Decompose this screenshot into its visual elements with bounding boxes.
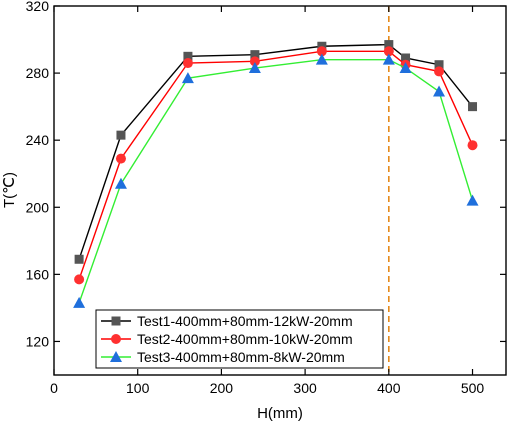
data-point xyxy=(384,40,394,50)
series-2 xyxy=(74,46,478,285)
data-point xyxy=(74,254,84,264)
data-point xyxy=(399,62,412,74)
data-point xyxy=(434,66,445,77)
data-point xyxy=(73,296,86,308)
x-tick-label: 100 xyxy=(126,380,150,396)
data-point xyxy=(315,53,328,65)
legend-box xyxy=(95,309,384,369)
series-layer xyxy=(73,40,479,308)
series-line xyxy=(78,43,474,260)
data-point xyxy=(248,62,261,74)
legend-marker xyxy=(111,334,121,344)
plot-frame xyxy=(53,5,507,376)
series-line xyxy=(78,50,474,280)
legend-label: Test2-400mm+80mm-10kW-20mm xyxy=(137,331,353,347)
series-3 xyxy=(73,53,479,308)
y-tick-label: 120 xyxy=(26,333,50,349)
legend-marker xyxy=(111,316,121,326)
legend-label: Test3-400mm+80mm-8kW-20mm xyxy=(137,349,345,365)
legend-marker xyxy=(110,351,122,362)
data-point xyxy=(401,53,411,63)
x-tick-label: 500 xyxy=(461,380,485,396)
x-axis-title: H(mm) xyxy=(257,405,303,422)
x-tick-label: 0 xyxy=(50,380,58,396)
data-point xyxy=(434,60,444,70)
data-point xyxy=(433,85,446,97)
y-tick-label: 320 xyxy=(26,0,50,14)
y-tick-label: 200 xyxy=(26,199,50,215)
series-1 xyxy=(74,40,478,264)
legend: Test1-400mm+80mm-12kW-20mm Test2-400mm+80… xyxy=(95,309,384,369)
data-point xyxy=(74,274,85,285)
data-point xyxy=(466,194,479,206)
data-point xyxy=(316,46,327,57)
x-tick-label: 300 xyxy=(293,380,317,396)
data-point xyxy=(382,53,395,65)
x-tick-label: 400 xyxy=(377,380,401,396)
data-point xyxy=(114,177,127,189)
data-point xyxy=(317,41,327,51)
data-point xyxy=(250,50,260,60)
data-point xyxy=(183,51,193,61)
data-point xyxy=(182,58,193,69)
data-point xyxy=(467,140,478,151)
data-point xyxy=(115,153,126,164)
data-point xyxy=(249,56,260,67)
data-point xyxy=(383,46,394,57)
tick-layer: 0 100 200 300 400 500 120 160 200 240 280 320 xyxy=(26,0,506,396)
data-point xyxy=(181,72,194,84)
y-axis-title: T(℃) xyxy=(1,172,18,208)
y-tick-label: 280 xyxy=(26,65,50,81)
data-point xyxy=(468,102,478,112)
y-tick-label: 160 xyxy=(26,266,50,282)
data-point xyxy=(116,130,126,140)
legend-label: Test1-400mm+80mm-12kW-20mm xyxy=(137,313,353,329)
series-line xyxy=(78,58,474,304)
x-tick-label: 200 xyxy=(210,380,234,396)
y-tick-label: 240 xyxy=(26,132,50,148)
